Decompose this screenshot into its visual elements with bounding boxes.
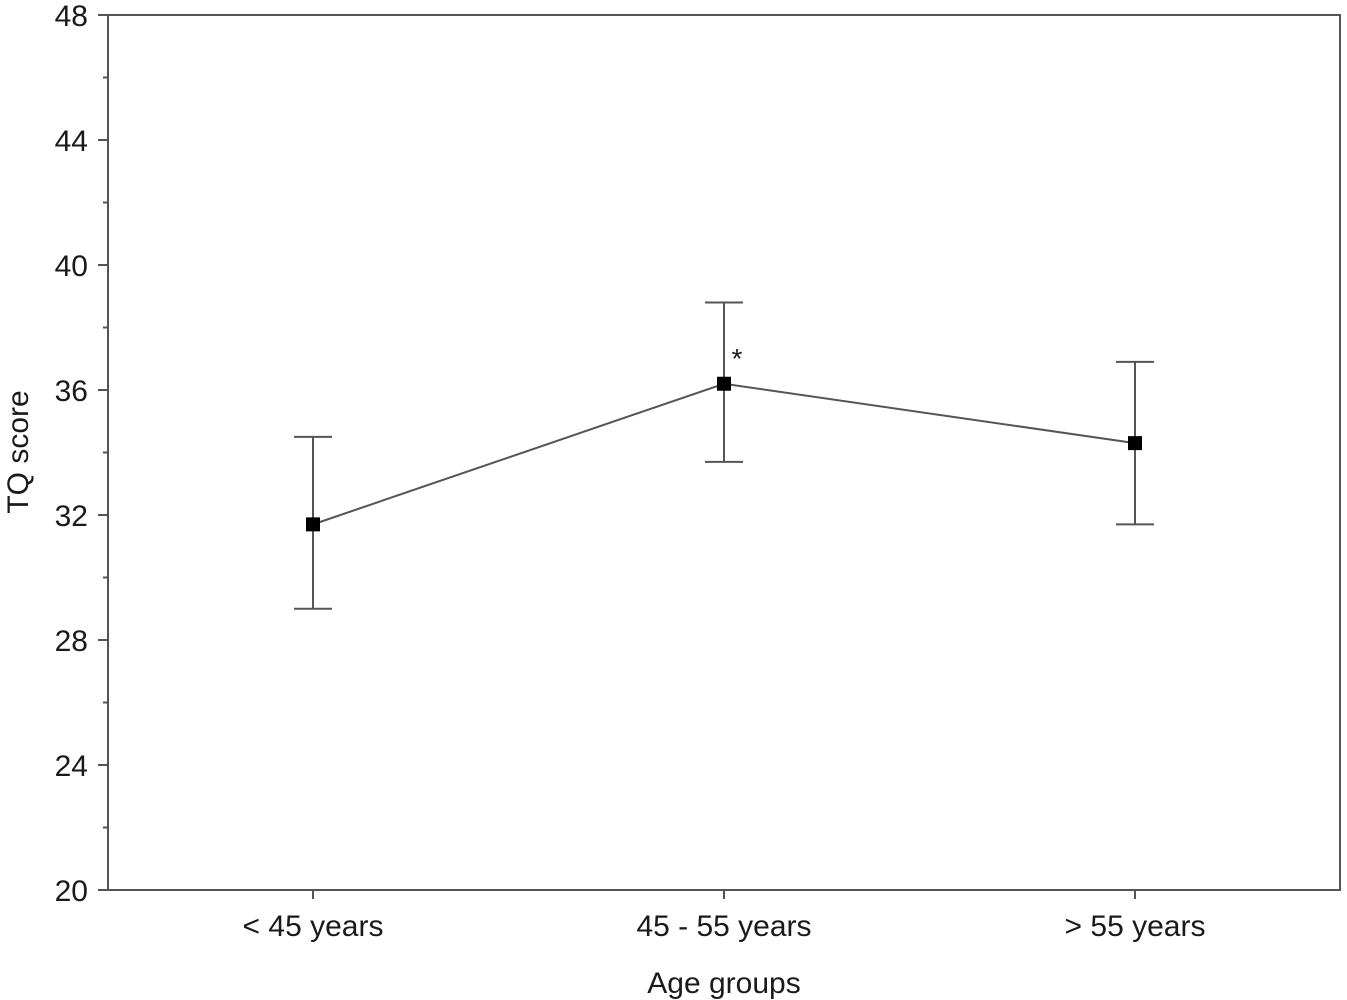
y-tick-label: 32 [55,500,88,533]
x-tick-label: > 55 years [1065,910,1206,943]
significance-marker: * [732,343,743,374]
data-point [717,376,731,391]
x-tick-label: 45 - 55 years [636,910,811,943]
y-tick-label: 40 [55,250,88,283]
data-point [1128,436,1142,451]
y-tick-label: 48 [55,0,88,33]
y-tick-label: 28 [55,625,88,658]
y-axis: 20 24 28 32 36 40 44 48 [55,0,108,908]
x-axis: < 45 years 45 - 55 years > 55 years [243,890,1206,943]
chart-marks: * [294,301,1154,610]
y-tick-label: 24 [55,750,88,783]
y-axis-title: TQ score [2,390,35,513]
y-tick-label: 44 [55,125,88,158]
y-tick-label: 20 [55,875,88,908]
data-point [306,517,320,532]
x-axis-title: Age groups [647,967,800,1000]
x-tick-label: < 45 years [243,910,384,943]
y-tick-label: 36 [55,375,88,408]
